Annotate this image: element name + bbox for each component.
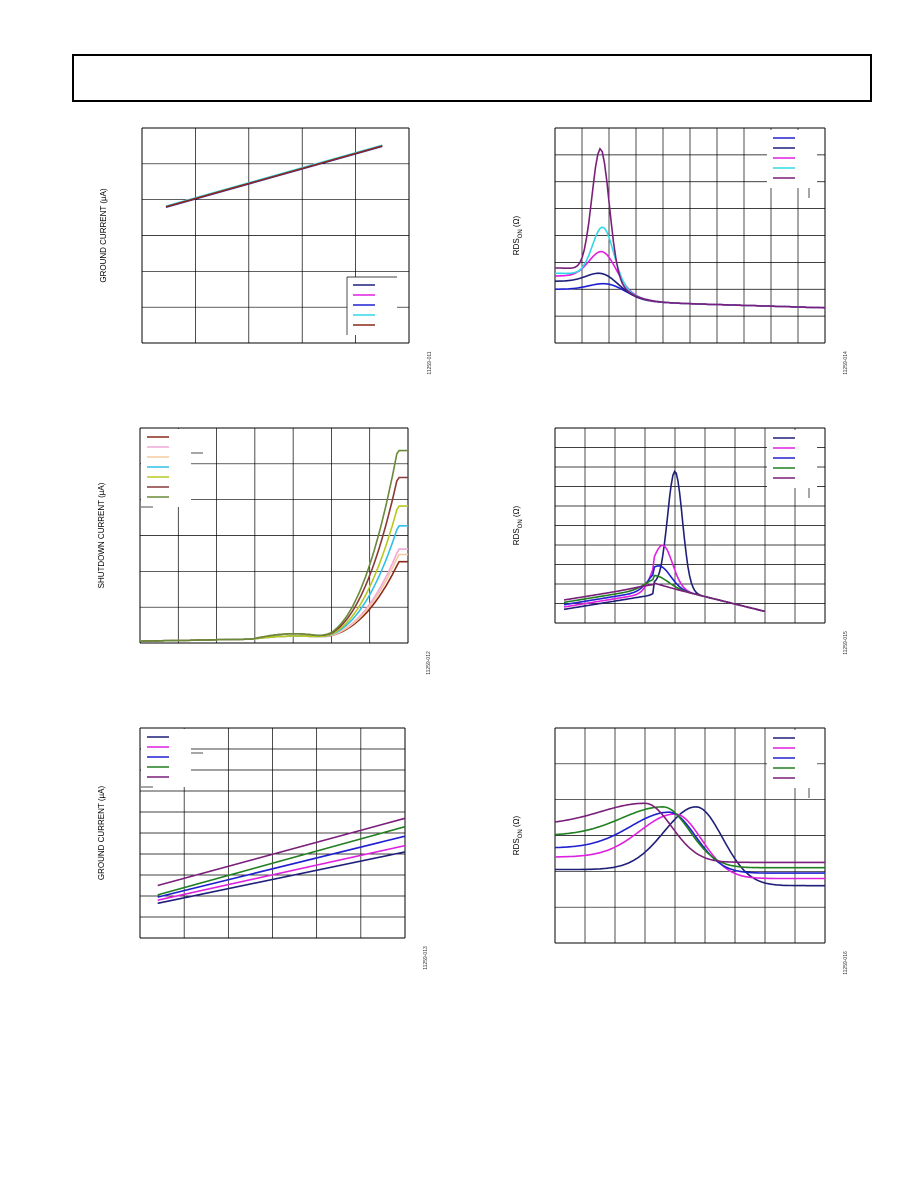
c2-grid — [554, 127, 826, 344]
chart-c2: RDSON (Ω) 11259-014 — [512, 127, 849, 375]
c5-ylabel: GROUND CURRENT (µA) — [97, 786, 106, 881]
c6-ylabel: RDSON (Ω) — [512, 815, 524, 855]
c1-ylabel: GROUND CURRENT (µA) — [99, 188, 108, 283]
series-line-5 — [554, 802, 825, 864]
c5-series — [157, 817, 406, 905]
chart-rdson-middle: RDSON (Ω) 11259-015 — [505, 418, 850, 680]
c1-series — [165, 144, 383, 208]
series-line-5 — [157, 817, 406, 887]
series-line-4 — [554, 805, 825, 869]
series-line-5 — [563, 582, 766, 613]
c6-figure-code: 11259-016 — [843, 951, 849, 975]
chart-shutdown-current: SHUTDOWN CURRENT (µA) 11259-012 — [95, 418, 440, 680]
series-line-1 — [140, 560, 408, 642]
c3-figure-code: 11259-012 — [426, 651, 432, 675]
series-line-3 — [554, 811, 825, 874]
chart-ground-current-bottom: GROUND CURRENT (µA) 11259-013 — [95, 718, 440, 980]
series-line-5 — [555, 147, 826, 309]
series-line-1 — [555, 806, 825, 887]
c4-ylabel: RDSON (Ω) — [512, 505, 524, 545]
series-line-2 — [157, 844, 406, 901]
page-header-frame — [72, 54, 872, 102]
series-line-1 — [157, 851, 406, 905]
chart-c3: SHUTDOWN CURRENT (µA) 11259-012 — [97, 427, 432, 675]
series-line-4 — [140, 525, 408, 642]
chart-c5: GROUND CURRENT (µA) 11259-013 — [97, 727, 429, 970]
c4-figure-code: 11259-015 — [843, 631, 849, 655]
series-line-2 — [140, 548, 408, 642]
series-line-5 — [165, 145, 383, 208]
chart-rdson-bottom: RDSON (Ω) 11259-016 — [505, 718, 850, 980]
c1-grid — [141, 127, 410, 344]
chart-rdson-top: RDSON (Ω) 11259-014 — [505, 118, 850, 380]
chart-c1: GROUND CURRENT (µA) 11259-011 — [99, 127, 433, 375]
c2-figure-code: 11259-014 — [843, 351, 849, 375]
chart-c4: RDSON (Ω) 11259-015 — [512, 427, 849, 655]
c3-ylabel: SHUTDOWN CURRENT (µA) — [97, 482, 106, 588]
chart-c6: RDSON (Ω) 11259-016 — [512, 727, 849, 975]
series-line-2 — [555, 813, 825, 880]
c5-figure-code: 11259-013 — [423, 946, 429, 970]
c6-series — [554, 802, 825, 887]
c1-figure-code: 11259-011 — [427, 351, 433, 374]
c3-legend-bg — [141, 429, 191, 507]
series-line-5 — [140, 505, 408, 642]
c3-series — [140, 449, 408, 642]
series-line-3 — [157, 835, 406, 898]
c2-ylabel: RDSON (Ω) — [512, 215, 524, 255]
series-line-4 — [157, 825, 406, 896]
chart-ground-current-top: GROUND CURRENT (µA) 11259-011 — [95, 118, 440, 380]
c6-grid — [554, 727, 826, 944]
series-line-7 — [140, 449, 408, 642]
c2-series — [555, 147, 826, 309]
c4-series — [563, 469, 766, 613]
c3-grid — [139, 427, 409, 644]
